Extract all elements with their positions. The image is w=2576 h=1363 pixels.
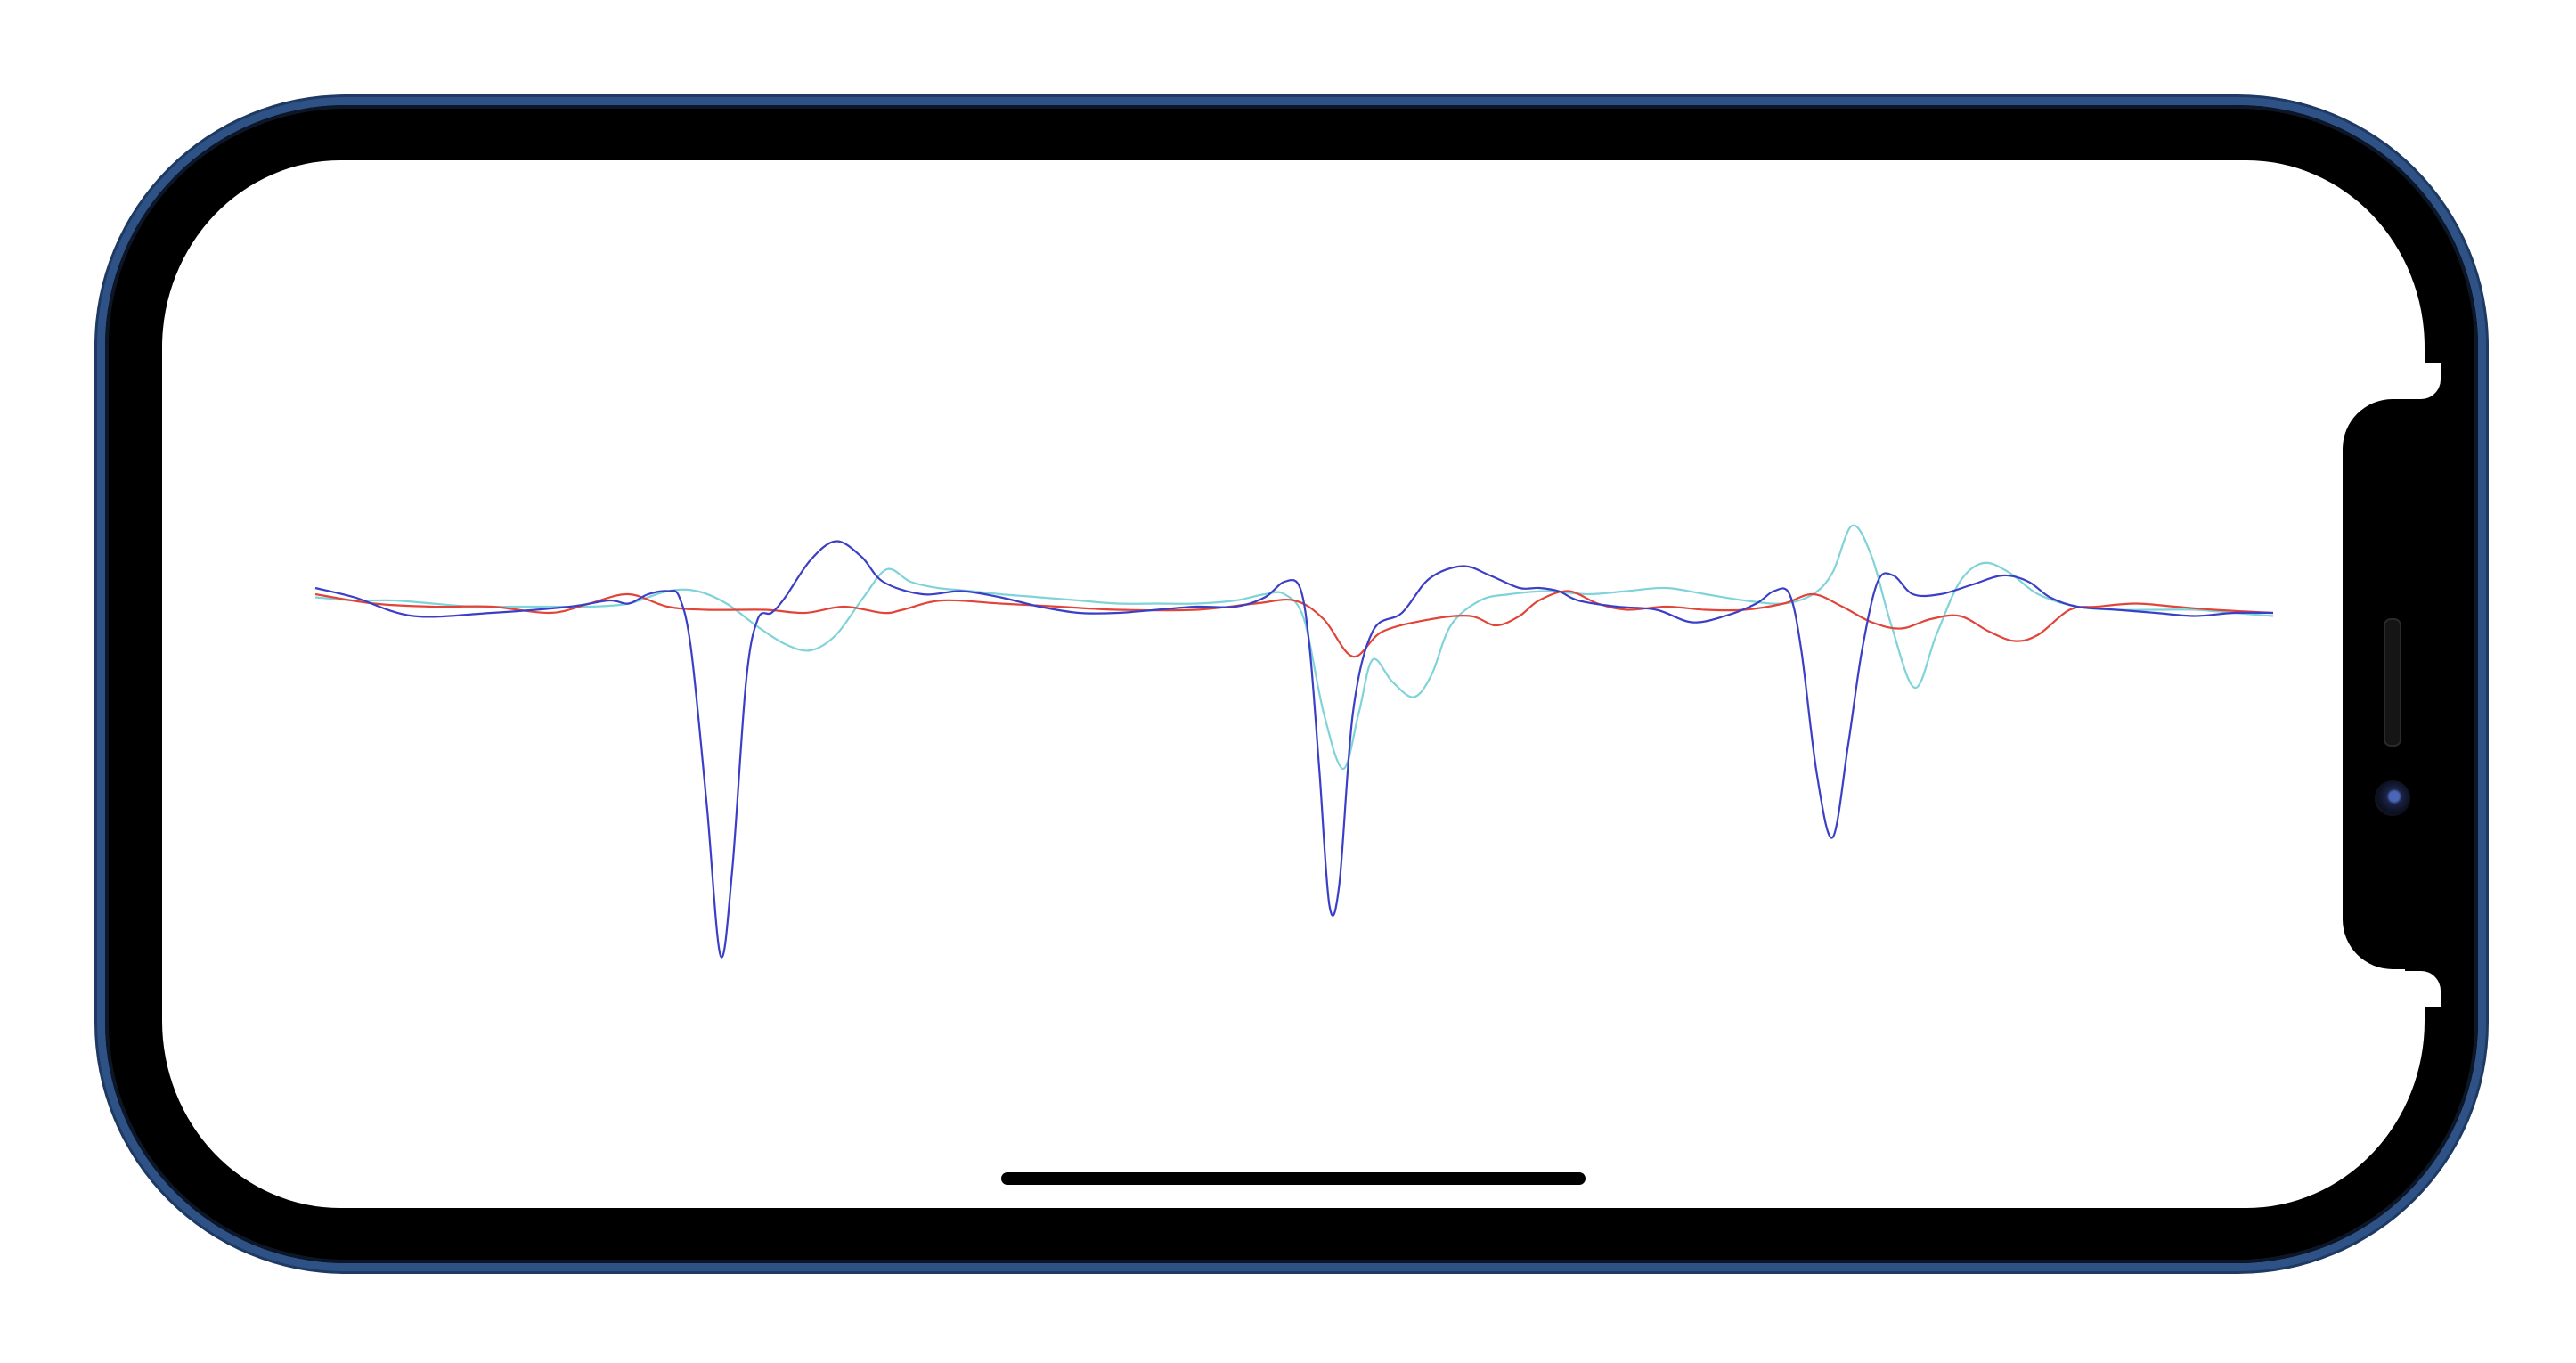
home-indicator[interactable] <box>1001 1172 1586 1185</box>
series-line-0 <box>314 540 2274 959</box>
earpiece-speaker <box>2384 618 2401 747</box>
series-line-1 <box>314 590 2274 658</box>
waveform-chart <box>314 524 2274 959</box>
front-camera-icon <box>2375 780 2410 816</box>
notch-corner-bottom <box>2405 969 2441 1007</box>
notch-corner-top <box>2405 363 2441 401</box>
series-line-2 <box>314 524 2274 771</box>
screen <box>162 160 2425 1208</box>
